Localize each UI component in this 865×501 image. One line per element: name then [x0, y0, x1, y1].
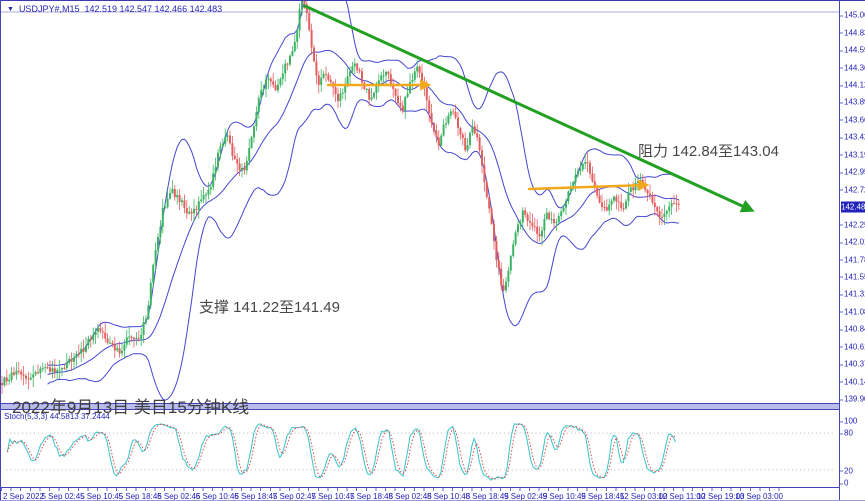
time-axis-label: 12 Sep 19:00 — [696, 492, 745, 501]
time-axis-label: 9 Sep 18:45 — [581, 492, 625, 501]
price-axis-label: 144.595 — [840, 46, 865, 55]
price-axis-label: 143.190 — [840, 150, 865, 159]
stochastic-label: Stoch(5,3,3) 44.5813 37.2444 — [4, 412, 110, 421]
time-axis-label: 5 Sep 10:45 — [80, 492, 124, 501]
price-axis-label: 141.315 — [840, 290, 865, 299]
time-axis-label: 13 Sep 03:00 — [735, 492, 783, 501]
stoch-d-line — [6, 423, 676, 480]
time-axis[interactable]: 2 Sep 2022 5 Sep 02:45 5 Sep 10:45 5 Sep 18… — [1, 488, 839, 501]
stoch-axis-label: 100 — [839, 416, 858, 426]
time-axis-label: 8 Sep 18:45 — [465, 492, 509, 501]
time-axis-label: 8 Sep 02:45 — [388, 492, 432, 501]
chart-caption: 2022年9月13日 美日15分钟K线 — [12, 398, 250, 417]
price-axis-label: 142.720 — [840, 185, 865, 194]
price-axis-label: 142.955 — [840, 168, 865, 177]
price-axis-label: 143.425 — [840, 133, 865, 142]
price-axis-label: 141.080 — [840, 307, 865, 316]
price-axis-label: 140.375 — [840, 360, 865, 369]
price-axis-label: 143.895 — [840, 98, 865, 107]
resistance-arrow-line — [527, 179, 650, 191]
time-axis-label: 7 Sep 10:45 — [311, 492, 355, 501]
time-axis-label: 12 Sep 11:00 — [658, 492, 706, 501]
stoch-k-line — [6, 423, 676, 481]
time-axis-label: 8 Sep 10:45 — [427, 492, 471, 501]
price-axis-label: 142.250 — [840, 220, 865, 229]
symbol-dropdown-arrow-icon[interactable]: ▼ — [7, 5, 14, 13]
current-price-badge: 142.483 — [841, 201, 865, 213]
candlesticks-layer — [1, 1, 680, 394]
panel-separator[interactable] — [1, 403, 839, 410]
chart-title: ▼ USDJPY#,M15 142.519 142.547 142.466 14… — [7, 4, 222, 14]
price-axis-label: 140.845 — [840, 325, 865, 334]
time-axis-label: 5 Sep 02:45 — [41, 492, 85, 501]
time-axis-ticks — [1, 488, 781, 491]
resistance-annotation: 阻力 142.84至143.04 — [638, 143, 779, 160]
price-axis-label: 139.905 — [840, 395, 865, 404]
price-axis-label: 144.830 — [840, 28, 865, 37]
stoch-axis-label: 20 — [840, 466, 853, 476]
ohlc-quotes: 142.519 142.547 142.466 142.483 — [84, 4, 223, 14]
price-axis-label: 141.780 — [840, 255, 865, 264]
symbol-label: USDJPY#,M15 — [18, 4, 80, 14]
price-axis-label: 145.065 — [840, 11, 865, 20]
time-axis-label: 5 Sep 18:45 — [118, 492, 162, 501]
support-annotation: 支撑 141.22至141.49 — [199, 299, 340, 316]
time-axis-label: 2 Sep 2022 — [3, 492, 44, 501]
price-axis-label: 140.610 — [840, 342, 865, 351]
price-axis-label: 143.660 — [840, 115, 865, 124]
time-axis-label: 9 Sep 10:45 — [542, 492, 586, 501]
stochastic-panel[interactable] — [1, 410, 839, 488]
time-axis-label: 6 Sep 18:45 — [234, 492, 278, 501]
price-axis[interactable]: 142.483 145.065 144.830 144.595 144.360 144.… — [839, 1, 865, 500]
time-axis-label: 12 Sep 03:00 — [619, 492, 668, 501]
stoch-axis-label: 80 — [840, 428, 853, 438]
price-axis-label: 144.125 — [840, 81, 865, 90]
time-axis-label: 6 Sep 02:45 — [157, 492, 201, 501]
time-axis-label: 6 Sep 10:45 — [195, 492, 239, 501]
time-axis-label: 7 Sep 02:45 — [272, 492, 316, 501]
main-chart-canvas[interactable] — [1, 1, 839, 403]
stoch-axis-label: 0 — [839, 478, 849, 488]
bollinger-bands-layer — [47, 1, 680, 401]
price-axis-label: 141.550 — [840, 272, 865, 281]
downtrend-arrow-line — [303, 4, 755, 213]
price-axis-label: 142.015 — [840, 238, 865, 247]
time-axis-label: 7 Sep 18:45 — [349, 492, 394, 501]
price-axis-label: 140.140 — [840, 377, 865, 386]
time-axis-label: 9 Sep 02:45 — [504, 492, 548, 501]
price-axis-label: 144.360 — [840, 63, 865, 72]
